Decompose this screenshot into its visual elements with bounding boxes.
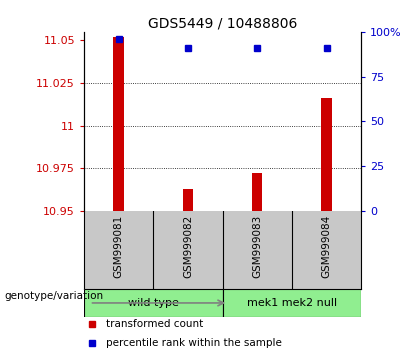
Bar (252, 173, 262, 211)
Title: GDS5449 / 10488806: GDS5449 / 10488806 (148, 17, 297, 31)
Text: GSM999082: GSM999082 (183, 215, 193, 278)
Text: transformed count: transformed count (106, 319, 203, 329)
Text: GSM999084: GSM999084 (322, 215, 331, 278)
Text: mek1 mek2 null: mek1 mek2 null (247, 298, 337, 308)
Bar (183, 189, 193, 211)
Text: wild type: wild type (128, 298, 179, 308)
Bar (223, 289, 361, 317)
Text: genotype/variation: genotype/variation (4, 291, 103, 301)
Bar (321, 98, 332, 211)
Text: GSM999083: GSM999083 (252, 215, 262, 278)
Bar (84, 289, 223, 317)
Bar (113, 37, 124, 211)
Text: GSM999081: GSM999081 (114, 215, 123, 278)
Text: percentile rank within the sample: percentile rank within the sample (106, 338, 282, 348)
